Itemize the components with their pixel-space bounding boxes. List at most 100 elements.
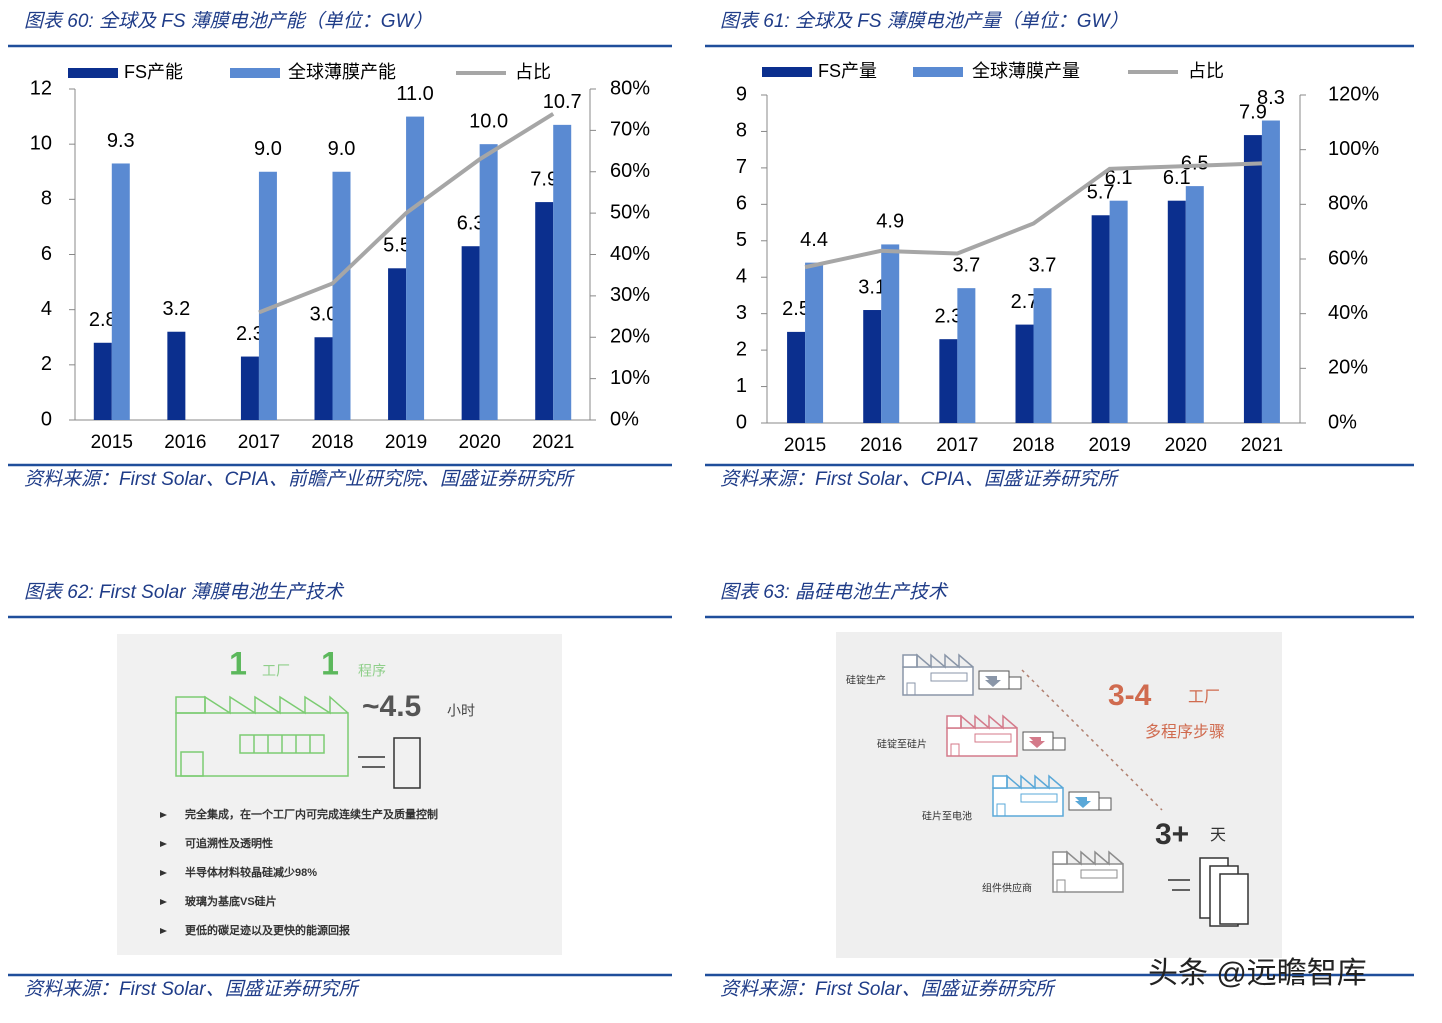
- legend-swatch: [230, 68, 280, 78]
- step-label: 组件供应商: [982, 882, 1032, 895]
- bar: [240, 356, 259, 420]
- figure-source: 资料来源：First Solar、CPIA、前瞻产业研究院、国盛证券研究所: [24, 468, 576, 490]
- x-tick-label: 2017: [238, 432, 280, 453]
- x-tick-label: 2016: [860, 435, 902, 456]
- bar: [93, 342, 112, 420]
- x-tick-label: 2020: [459, 432, 501, 453]
- y2-tick-label: 60%: [610, 160, 650, 182]
- y2-tick-label: 80%: [1328, 193, 1368, 215]
- bar: [1091, 215, 1110, 423]
- value-label: 10.0: [469, 110, 508, 132]
- y-tick-label: 8: [736, 120, 747, 142]
- y2-tick-label: 120%: [1328, 83, 1379, 105]
- value-label: 2.5: [782, 298, 810, 320]
- factory-count: 1: [229, 645, 247, 681]
- legend-label: 全球薄膜产量: [972, 61, 1080, 81]
- x-tick-label: 2015: [91, 432, 133, 453]
- factory-window: [930, 672, 968, 682]
- y2-tick-label: 50%: [610, 201, 650, 223]
- y-tick-label: 0: [41, 408, 52, 430]
- value-label: 6.1: [1105, 167, 1133, 189]
- bar: [881, 244, 900, 423]
- bar: [111, 163, 130, 420]
- bullet-list: 完全集成，在一个工厂内可完成连续生产及质量控制可追溯性及透明性半导体材料较晶硅减…: [160, 807, 438, 937]
- value-label: 4.4: [800, 229, 828, 251]
- y-tick-label: 3: [736, 302, 747, 324]
- bullet-text: 半导体材料较晶硅减少98%: [185, 865, 317, 879]
- value-label: 11.0: [396, 83, 433, 105]
- step-label: 硅片至电池: [922, 810, 972, 823]
- legend-label: 占比: [1188, 61, 1224, 81]
- steps-label: 多程序步骤: [1145, 723, 1225, 741]
- bullet-text: 更低的碳足迹以及更快的能源回报: [185, 923, 351, 937]
- y-tick-label: 6: [736, 193, 747, 215]
- factory-icon: [175, 695, 349, 777]
- figure-title: 图表 62: First Solar 薄膜电池生产技术: [24, 582, 345, 603]
- value-label: 9.3: [107, 130, 135, 152]
- document-icon: [358, 737, 421, 789]
- factories-label: 工厂: [1188, 689, 1220, 706]
- bar: [863, 310, 882, 423]
- hours: ~4.5: [362, 690, 421, 723]
- bullet-arrow: [160, 870, 167, 876]
- figure-source: 资料来源：First Solar、CPIA、国盛证券研究所: [720, 468, 1120, 490]
- dashed-line: [1021, 669, 1163, 811]
- figure-title: 图表 61: 全球及 FS 薄膜电池产量（单位：GW）: [720, 10, 1129, 32]
- y2-tick-label: 20%: [1328, 357, 1368, 379]
- value-label: 4.9: [876, 211, 904, 233]
- x-tick-label: 2019: [385, 432, 427, 453]
- x-tick-label: 2016: [164, 432, 206, 453]
- value-label: 9.0: [254, 138, 282, 160]
- bullet-arrow: [160, 812, 167, 818]
- value-label: 7.9: [1239, 101, 1267, 123]
- y-tick-label: 12: [30, 77, 52, 99]
- legend-label: FS产能: [124, 62, 183, 82]
- y-tick-label: 8: [41, 188, 52, 210]
- y-tick-label: 0: [736, 411, 747, 433]
- bar: [258, 171, 277, 420]
- y2-tick-label: 40%: [610, 243, 650, 265]
- x-tick-label: 2021: [1241, 435, 1283, 456]
- value-label: 2.8: [89, 309, 117, 331]
- y2-tick-label: 100%: [1328, 138, 1379, 160]
- truck-arrow: [1075, 797, 1091, 808]
- bullet-text: 完全集成，在一个工厂内可完成连续生产及质量控制: [185, 807, 438, 821]
- hours-unit: 小时: [447, 703, 475, 719]
- factory-roof: [1066, 850, 1124, 866]
- truck-cab: [1052, 737, 1066, 751]
- figure-title: 图表 60: 全球及 FS 薄膜电池产能（单位：GW）: [24, 10, 433, 32]
- truck-cab: [1008, 676, 1022, 690]
- watermark: 头条 @远瞻智库: [1148, 957, 1367, 990]
- factory-door: [906, 682, 916, 696]
- bar: [1167, 200, 1186, 423]
- value-label: 10.7: [543, 91, 582, 113]
- y-tick-label: 7: [736, 156, 747, 178]
- factory-label: 工厂: [262, 663, 290, 679]
- share-line: [258, 112, 555, 315]
- value-label: 5.5: [383, 235, 411, 257]
- bar: [1185, 186, 1204, 423]
- bar: [553, 124, 572, 420]
- x-tick-label: 2021: [532, 432, 574, 453]
- y-tick-label: 4: [736, 266, 747, 288]
- value-label: 8.3: [1257, 87, 1285, 109]
- step-label: 硅锭至硅片: [877, 738, 927, 751]
- factory-roof: [960, 714, 1018, 730]
- y2-tick-label: 0%: [1328, 411, 1357, 433]
- bullet-arrow: [160, 841, 167, 847]
- bar: [479, 144, 498, 420]
- days-unit: 天: [1210, 827, 1226, 844]
- bar: [939, 339, 958, 423]
- factories: 3-4: [1108, 679, 1152, 712]
- value-label: 2.3: [236, 323, 264, 345]
- y-tick-label: 5: [736, 229, 747, 251]
- value-label: 2.3: [934, 305, 962, 327]
- diagram-62: 1 工厂 1 程序 ~4.5 小时 完全集成，在一个工厂内可完成连续生产及质量控…: [117, 634, 562, 955]
- value-label: 3.2: [162, 298, 190, 320]
- bar: [406, 116, 425, 420]
- x-tick-label: 2018: [1012, 435, 1054, 456]
- bar: [167, 331, 186, 420]
- value-label: 2.7: [1011, 291, 1039, 313]
